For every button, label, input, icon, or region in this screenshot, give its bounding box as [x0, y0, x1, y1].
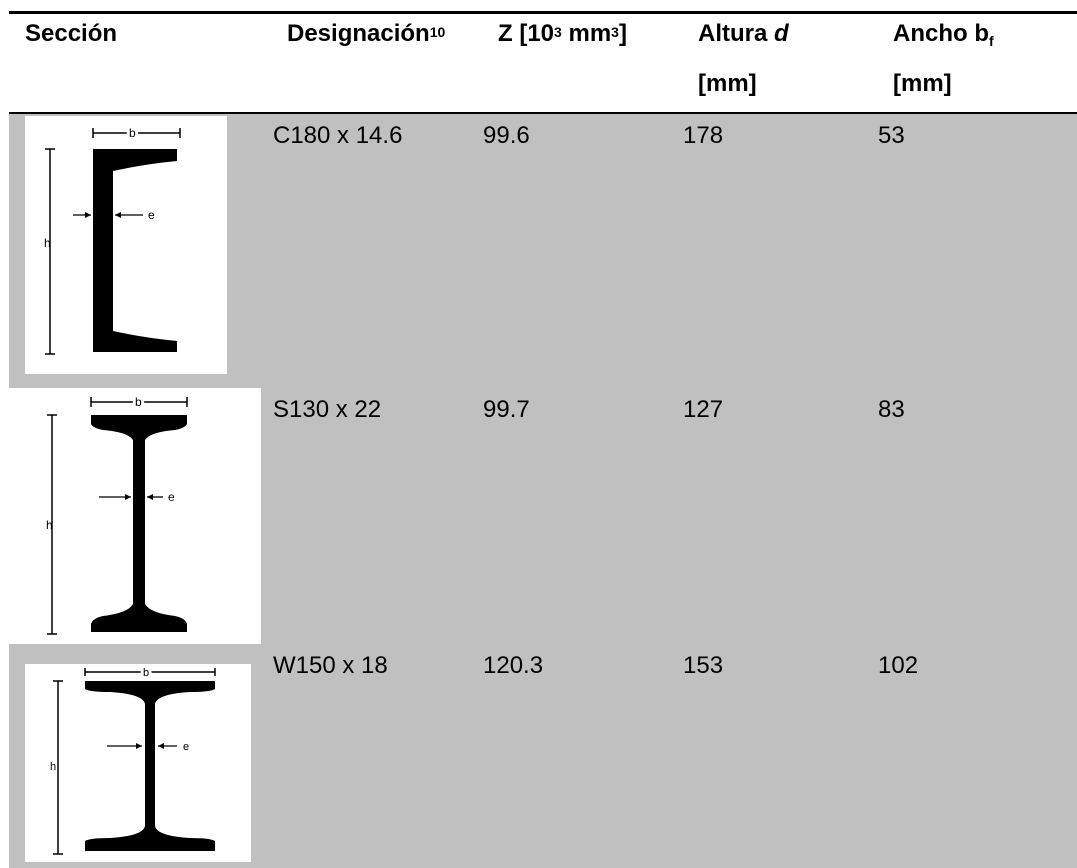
- label-h: h: [50, 761, 56, 773]
- label-e: e: [168, 490, 175, 504]
- c-channel-section-image: b b h e: [25, 116, 227, 374]
- svg-text:b: b: [143, 667, 149, 679]
- row-ancho-value: 53: [878, 122, 905, 149]
- c-channel-drawing: b b h e: [44, 123, 181, 355]
- row-z-value: 99.7: [483, 396, 530, 423]
- w-beam-section-image: b b h e: [25, 664, 251, 862]
- w-beam-drawing: b b h e: [50, 664, 216, 855]
- row-designation: W150 x 18: [273, 652, 388, 679]
- header-z: Z [103 mm3]: [498, 20, 627, 47]
- row-altura-value: 127: [683, 396, 724, 423]
- row-ancho-value: 83: [878, 396, 905, 423]
- row-altura-value: 153: [683, 652, 724, 679]
- header-seccion: Sección: [25, 20, 118, 47]
- table-top-rule: [9, 11, 1077, 14]
- row-z-value: 99.6: [483, 122, 530, 149]
- table-row-c180: b b h e C180 x 14.6 99.6 178 53: [9, 114, 1077, 388]
- row-background: [261, 388, 1077, 644]
- header-ancho: Ancho bf: [893, 20, 994, 49]
- table-row-w150: b b h e W150 x 18 120.3 153 102: [9, 644, 1077, 868]
- header-altura-unit: [mm]: [698, 70, 757, 97]
- row-designation: S130 x 22: [273, 396, 382, 423]
- header-bottom-rule: [9, 112, 1077, 114]
- row-designation: C180 x 14.6: [273, 122, 403, 149]
- s-beam-drawing: b b h e: [46, 392, 188, 635]
- row-altura-value: 178: [683, 122, 724, 149]
- label-e: e: [148, 208, 155, 222]
- label-h: h: [44, 236, 51, 250]
- row-ancho-value: 102: [878, 652, 919, 679]
- s-beam-section-image: b b h e: [25, 388, 227, 644]
- label-e: e: [183, 741, 189, 753]
- table-row-s130: b b h e S130 x 22 99.7 127 83: [9, 388, 1077, 644]
- label-b: b: [129, 126, 136, 140]
- label-b: b: [143, 667, 149, 679]
- row-z-value: 120.3: [483, 652, 544, 679]
- label-h: h: [46, 518, 53, 532]
- header-altura: Altura d: [698, 20, 789, 47]
- header-ancho-unit: [mm]: [893, 70, 952, 97]
- header-designacion: Designación10: [287, 20, 446, 47]
- label-b: b: [135, 395, 142, 409]
